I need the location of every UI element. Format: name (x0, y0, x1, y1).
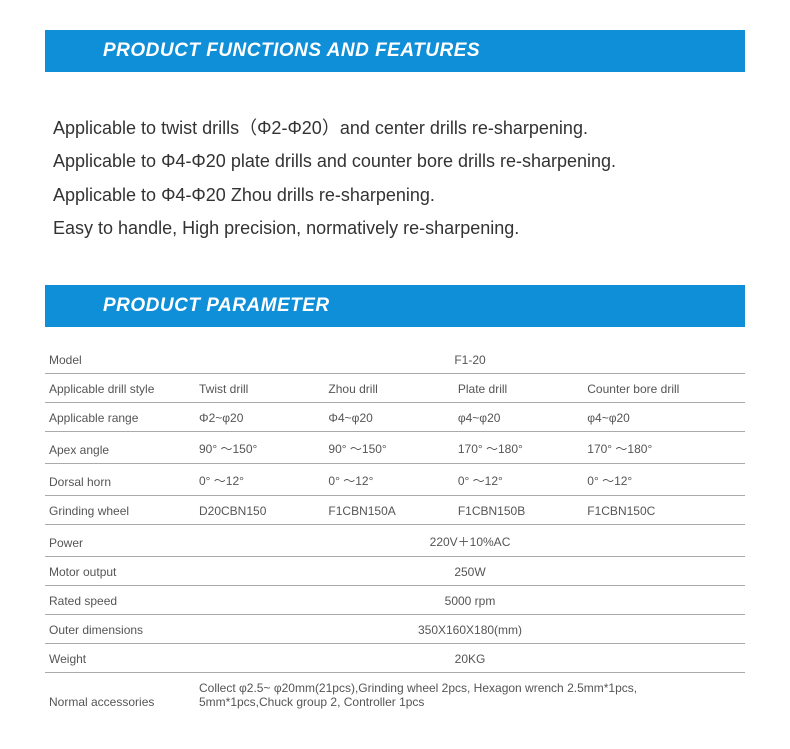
cell-style: Counter bore drill (583, 374, 745, 403)
row-label-apex: Apex angle (45, 432, 195, 464)
parameter-table: Model F1-20 Applicable drill style Twist… (45, 345, 745, 715)
cell-motor: 250W (195, 557, 745, 586)
cell-wheel: F1CBN150A (324, 496, 453, 525)
row-label-dims: Outer dimensions (45, 615, 195, 644)
feature-line: Applicable to twist drills（Φ2-Φ20）and ce… (53, 112, 737, 145)
row-label-speed: Rated speed (45, 586, 195, 615)
row-label-drill-style: Applicable drill style (45, 374, 195, 403)
parameter-table-wrap: Model F1-20 Applicable drill style Twist… (45, 327, 745, 715)
cell-apex: 170° ～180° (454, 432, 583, 464)
table-row: Power 220V＋10%AC (45, 525, 745, 557)
feature-line: Easy to handle, High precision, normativ… (53, 212, 737, 245)
table-row: Apex angle 90° ～150° 90° ～150° 170° ～180… (45, 432, 745, 464)
cell-wheel: F1CBN150B (454, 496, 583, 525)
cell-apex: 170° ～180° (583, 432, 745, 464)
table-row: Outer dimensions 350X160X180(mm) (45, 615, 745, 644)
table-row: Motor output 250W (45, 557, 745, 586)
row-label-accessories: Normal accessories (45, 673, 195, 716)
cell-dims: 350X160X180(mm) (195, 615, 745, 644)
cell-wheel: F1CBN150C (583, 496, 745, 525)
cell-dorsal: 0° ～12° (454, 464, 583, 496)
cell-speed: 5000 rpm (195, 586, 745, 615)
features-block: Applicable to twist drills（Φ2-Φ20）and ce… (45, 72, 745, 285)
cell-style: Plate drill (454, 374, 583, 403)
cell-style: Twist drill (195, 374, 324, 403)
row-label-model: Model (45, 345, 195, 374)
features-section-header: PRODUCT FUNCTIONS AND FEATURES (45, 30, 745, 72)
table-row: Dorsal horn 0° ～12° 0° ～12° 0° ～12° 0° ～… (45, 464, 745, 496)
cell-range: Φ2~φ20 (195, 403, 324, 432)
row-label-power: Power (45, 525, 195, 557)
table-row: Model F1-20 (45, 345, 745, 374)
row-label-range: Applicable range (45, 403, 195, 432)
row-label-wheel: Grinding wheel (45, 496, 195, 525)
cell-dorsal: 0° ～12° (195, 464, 324, 496)
cell-power: 220V＋10%AC (195, 525, 745, 557)
cell-range: Φ4~φ20 (324, 403, 453, 432)
row-label-weight: Weight (45, 644, 195, 673)
parameter-section-header: PRODUCT PARAMETER (45, 285, 745, 327)
cell-wheel: D20CBN150 (195, 496, 324, 525)
table-row: Applicable range Φ2~φ20 Φ4~φ20 φ4~φ20 φ4… (45, 403, 745, 432)
cell-range: φ4~φ20 (454, 403, 583, 432)
row-label-motor: Motor output (45, 557, 195, 586)
cell-style: Zhou drill (324, 374, 453, 403)
feature-line: Applicable to Φ4-Φ20 Zhou drills re-shar… (53, 179, 737, 212)
table-row: Applicable drill style Twist drill Zhou … (45, 374, 745, 403)
row-label-dorsal: Dorsal horn (45, 464, 195, 496)
cell-apex: 90° ～150° (324, 432, 453, 464)
table-row: Weight 20KG (45, 644, 745, 673)
table-row: Normal accessories Collect φ2.5~ φ20mm(2… (45, 673, 745, 716)
cell-range: φ4~φ20 (583, 403, 745, 432)
table-row: Grinding wheel D20CBN150 F1CBN150A F1CBN… (45, 496, 745, 525)
cell-dorsal: 0° ～12° (583, 464, 745, 496)
feature-line: Applicable to Φ4-Φ20 plate drills and co… (53, 145, 737, 178)
cell-apex: 90° ～150° (195, 432, 324, 464)
table-row: Rated speed 5000 rpm (45, 586, 745, 615)
cell-dorsal: 0° ～12° (324, 464, 453, 496)
cell-weight: 20KG (195, 644, 745, 673)
cell-model-value: F1-20 (195, 345, 745, 374)
cell-accessories: Collect φ2.5~ φ20mm(21pcs),Grinding whee… (195, 673, 745, 716)
page-root: PRODUCT FUNCTIONS AND FEATURES Applicabl… (0, 0, 790, 735)
